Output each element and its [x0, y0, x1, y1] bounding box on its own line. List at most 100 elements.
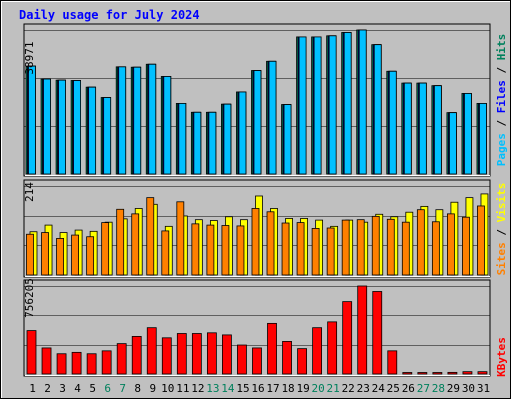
bar-kbytes-day-18 — [282, 341, 292, 375]
bar-kbytes-day-31 — [477, 371, 488, 375]
bar-pages-day-22 — [343, 32, 352, 175]
day-label-3: 3 — [59, 382, 66, 395]
bar-kbytes-day-22 — [342, 301, 353, 375]
bar-sites-day-26 — [401, 221, 410, 276]
bar-kbytes-day-11 — [176, 333, 187, 375]
bar-pages-day-29 — [449, 112, 457, 175]
day-label-22: 22 — [342, 382, 355, 395]
bar-sites-day-13 — [206, 224, 215, 276]
bar-sites-day-3 — [56, 238, 64, 276]
bar-sites-day-18 — [281, 222, 290, 276]
bottom-legend: KBytes — [495, 337, 508, 377]
top-ytick-label: 38971 — [23, 41, 36, 74]
day-label-4: 4 — [74, 382, 81, 395]
day-label-31: 31 — [477, 382, 490, 395]
bar-sites-day-14 — [221, 225, 230, 276]
bar-pages-day-1 — [28, 65, 36, 175]
bar-sites-day-8 — [131, 213, 140, 276]
bar-kbytes-day-28 — [432, 372, 443, 375]
day-label-14: 14 — [221, 382, 235, 395]
bar-kbytes-day-30 — [462, 371, 473, 375]
bar-pages-day-16 — [253, 70, 262, 175]
bar-sites-day-27 — [416, 209, 425, 276]
bar-pages-day-2 — [43, 78, 51, 175]
bar-pages-day-28 — [433, 85, 442, 175]
bar-pages-day-25 — [388, 70, 397, 175]
bar-sites-day-9 — [146, 197, 155, 276]
chart-title: Daily usage for July 2024 — [19, 8, 200, 22]
bar-pages-day-24 — [373, 44, 382, 175]
legend-sep-1: / — [495, 113, 508, 133]
bar-pages-day-21 — [328, 35, 337, 175]
bar-kbytes-day-20 — [312, 327, 323, 375]
bar-sites-day-15 — [236, 225, 245, 276]
legend-pages: Pages — [495, 133, 508, 166]
bar-sites-day-10 — [161, 230, 170, 276]
bar-sites-day-24 — [371, 215, 380, 276]
bar-kbytes-day-21 — [327, 321, 338, 375]
bar-kbytes-day-5 — [86, 353, 97, 375]
day-label-27: 27 — [417, 382, 430, 395]
day-label-29: 29 — [447, 382, 460, 395]
bar-pages-day-4 — [73, 80, 81, 175]
bar-sites-day-21 — [326, 227, 335, 276]
bar-sites-day-28 — [431, 221, 440, 276]
bar-sites-day-31 — [477, 205, 485, 276]
bar-pages-day-14 — [223, 103, 232, 175]
legend-files: Files — [495, 80, 508, 113]
day-label-15: 15 — [236, 382, 249, 395]
bar-kbytes-day-29 — [447, 371, 458, 375]
bar-pages-day-23 — [358, 29, 367, 175]
bar-kbytes-day-6 — [101, 350, 112, 375]
bar-pages-day-19 — [298, 36, 307, 175]
bar-sites-day-11 — [176, 201, 185, 276]
day-label-5: 5 — [89, 382, 96, 395]
bar-sites-day-5 — [86, 236, 95, 276]
bar-sites-day-4 — [71, 234, 79, 276]
day-label-2: 2 — [44, 382, 51, 395]
day-label-17: 17 — [266, 382, 279, 395]
bar-kbytes-day-1 — [26, 330, 37, 375]
bottom-ytick-label: 756205 — [23, 278, 36, 318]
bar-pages-day-8 — [133, 66, 142, 175]
top-legend: Pages / Files / Hits — [495, 34, 508, 167]
bar-sites-day-6 — [101, 222, 110, 276]
bar-sites-day-1 — [26, 233, 34, 276]
bar-sites-day-2 — [41, 232, 49, 276]
day-label-9: 9 — [149, 382, 156, 395]
bar-sites-day-16 — [251, 208, 260, 276]
day-label-12: 12 — [191, 382, 204, 395]
bar-pages-day-30 — [464, 93, 472, 175]
bar-kbytes-day-3 — [56, 353, 67, 375]
bar-sites-day-25 — [386, 218, 395, 276]
bar-sites-day-17 — [266, 211, 275, 276]
bar-pages-day-12 — [193, 111, 202, 175]
bar-kbytes-day-8 — [131, 336, 142, 375]
middle-ytick-label: 214 — [23, 182, 36, 202]
bar-kbytes-day-16 — [252, 347, 262, 375]
bar-pages-day-11 — [178, 103, 187, 175]
legend-sites: Sites — [495, 242, 508, 275]
legend-hits: Hits — [495, 34, 508, 61]
bar-sites-day-12 — [191, 223, 200, 276]
day-label-21: 21 — [327, 382, 340, 395]
bar-kbytes-day-24 — [372, 291, 383, 375]
legend-kbytes: KBytes — [495, 337, 508, 377]
day-label-7: 7 — [119, 382, 126, 395]
bar-pages-day-15 — [238, 91, 247, 175]
bar-kbytes-day-14 — [222, 334, 232, 375]
bar-sites-day-30 — [462, 216, 470, 276]
legend-sep-3: / — [495, 222, 508, 242]
day-label-11: 11 — [176, 382, 189, 395]
bar-sites-day-23 — [356, 219, 365, 276]
day-label-24: 24 — [372, 382, 386, 395]
legend-sep-2: / — [495, 60, 508, 80]
bar-pages-day-13 — [208, 111, 217, 175]
bar-pages-day-7 — [118, 66, 127, 175]
bar-pages-day-6 — [103, 97, 112, 175]
day-label-25: 25 — [387, 382, 400, 395]
bar-kbytes-day-26 — [402, 372, 413, 375]
day-label-16: 16 — [251, 382, 264, 395]
bar-sites-day-22 — [341, 219, 350, 276]
day-label-23: 23 — [357, 382, 370, 395]
